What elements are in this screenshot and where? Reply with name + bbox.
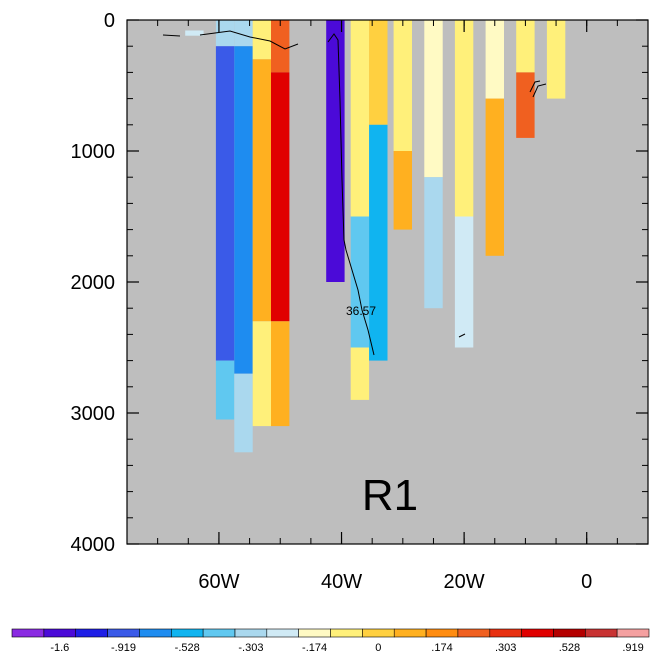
- heatmap-cell: [546, 20, 566, 99]
- colorbar-label: 0: [375, 642, 381, 654]
- heatmap-cell: [215, 360, 235, 420]
- colorbar-swatch: [234, 628, 268, 638]
- colorbar-swatch: [202, 628, 236, 638]
- colorbar-label: .303: [495, 642, 516, 654]
- heatmap-cell: [185, 30, 204, 36]
- colorbar-swatch: [521, 628, 554, 638]
- x-axis: 60W 40W 20W 0: [157, 20, 618, 593]
- colorbar-swatch: [11, 628, 45, 638]
- panel-label: R1: [362, 471, 418, 520]
- heatmap-cell: [271, 321, 290, 427]
- x-tick-label: 40W: [321, 571, 362, 593]
- heatmap-cell: [252, 59, 272, 322]
- heatmap-cell: [485, 98, 504, 256]
- x-tick-label: 20W: [444, 571, 485, 593]
- y-tick-label: 4000: [71, 534, 116, 556]
- colorbar-label: -1.6: [50, 642, 69, 654]
- heatmap-cell: [454, 216, 474, 348]
- heatmap-cell: [454, 20, 474, 217]
- x-tick-label: 0: [581, 571, 592, 593]
- colorbar-swatch: [266, 628, 299, 638]
- heatmap-cell: [393, 20, 412, 151]
- heatmap-cells: [185, 20, 566, 453]
- heatmap-cell: [350, 216, 370, 348]
- y-tick-label: 1000: [71, 141, 116, 163]
- contour-line-small: [458, 333, 466, 338]
- heatmap-cell: [424, 20, 443, 178]
- heatmap-cell: [369, 20, 388, 125]
- heatmap-cell: [516, 72, 535, 138]
- heatmap-cell: [350, 20, 370, 217]
- colorbar-swatch: [584, 628, 618, 638]
- heatmap-cell: [485, 20, 504, 99]
- y-tick-label: 0: [104, 10, 115, 32]
- contour-line-east: [529, 80, 547, 98]
- colorbar: -1.6 -.919 -.528 -.303 -.174 0 .174 .303 .528 .91…: [11, 628, 650, 654]
- x-tick-label: 60W: [198, 571, 239, 593]
- colorbar-swatch: [393, 628, 427, 638]
- heatmap-cell: [350, 347, 370, 400]
- colorbar-label: .174: [431, 642, 452, 654]
- colorbar-swatch: [330, 628, 363, 638]
- heatmap-cell: [326, 20, 345, 282]
- plot-area: 36.57 R1: [126, 19, 649, 545]
- heatmap-cell: [271, 72, 290, 322]
- heatmap-cell: [516, 20, 535, 73]
- heatmap-cell: [393, 151, 412, 230]
- y-tick-label: 2000: [71, 272, 116, 294]
- contour-line-surface: [162, 30, 299, 50]
- y-axis: 0 1000 2000 3000 4000: [71, 10, 648, 556]
- heatmap-cell: [369, 124, 388, 361]
- heatmap-cell: [252, 321, 272, 427]
- contour-lines: [162, 30, 547, 356]
- colorbar-swatch: [171, 628, 204, 638]
- heatmap-cell: [424, 177, 443, 309]
- colorbar-swatch: [616, 628, 650, 638]
- colorbar-swatch: [43, 628, 77, 638]
- colorbar-label: .919: [622, 642, 643, 654]
- colorbar-swatch: [457, 628, 491, 638]
- y-tick-label: 3000: [71, 403, 116, 425]
- heatmap-cell: [234, 20, 253, 47]
- colorbar-label: -.303: [238, 642, 263, 654]
- contour-label: 36.57: [346, 304, 376, 318]
- colorbar-swatch: [75, 628, 108, 638]
- colorbar-label: .528: [559, 642, 580, 654]
- heatmap-cell: [234, 46, 253, 374]
- contour-line-main: [327, 33, 375, 356]
- colorbar-swatch: [362, 628, 395, 638]
- colorbar-swatch: [139, 628, 172, 638]
- colorbar-label: -.919: [111, 642, 136, 654]
- heatmap-cell: [215, 46, 235, 361]
- colorbar-label: -.174: [302, 642, 327, 654]
- colorbar-swatch: [489, 628, 522, 638]
- heatmap-cell: [215, 20, 235, 47]
- heatmap-cell: [234, 373, 253, 453]
- colorbar-label: -.528: [175, 642, 200, 654]
- colorbar-swatch: [553, 628, 586, 638]
- colorbar-swatch: [425, 628, 459, 638]
- colorbar-swatch: [107, 628, 140, 638]
- colorbar-swatch: [298, 628, 331, 638]
